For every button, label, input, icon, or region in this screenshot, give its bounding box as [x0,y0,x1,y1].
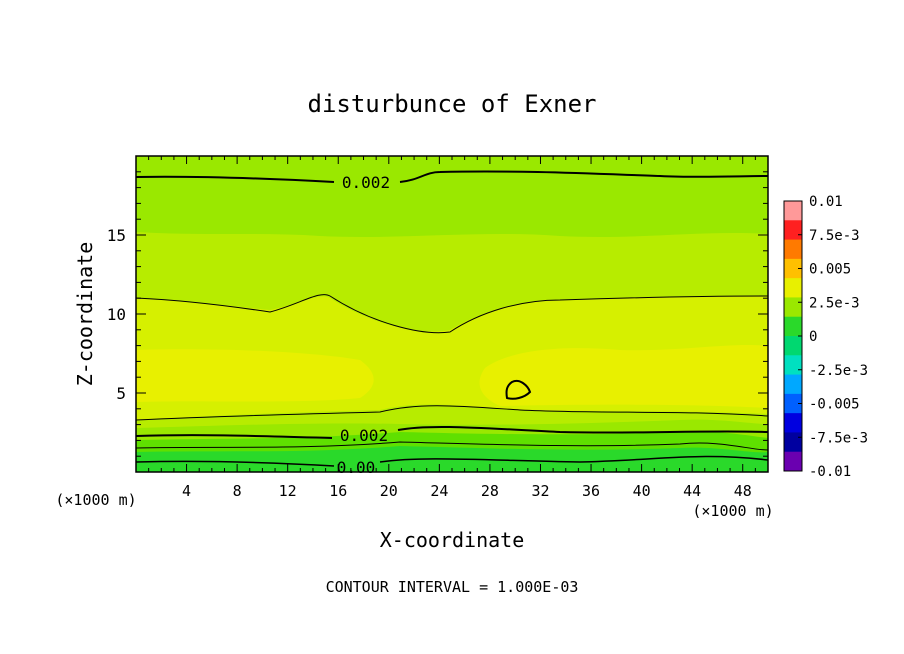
contour-low-2 [136,425,768,439]
colorbar-label: -2.5e-3 [809,363,868,379]
contour-low-1 [136,405,768,421]
band-core [136,349,374,402]
footer-text: CONTOUR INTERVAL = 1.000E-03 [326,578,579,596]
x-ticks: 4 8 12 16 20 24 28 32 36 40 44 48 [148,156,756,500]
y-tick-label: 15 [107,226,126,245]
colorbar-swatch [784,336,802,356]
colorbar-swatch [784,451,802,472]
x-tick-label: 32 [531,482,549,500]
colorbar-swatch [784,374,802,395]
contour-label-top: 0.002 [342,173,390,192]
colorbar-label: 0.01 [809,194,843,210]
x-tick-label: 20 [380,482,398,500]
x-tick-label: 48 [734,482,752,500]
x-tick-label: 24 [430,482,448,500]
colorbar-swatch [784,201,802,221]
band-core-right [479,345,768,408]
contour-top [136,170,768,183]
y-axis-label: Z-coordinate [73,242,97,387]
x-tick-label: 44 [683,482,701,500]
chart-title: disturbunce of Exner [308,90,597,118]
x-unit-right: (×1000 m) [692,502,773,520]
x-tick-label: 28 [481,482,499,500]
colorbar-labels: 0.01 7.5e-3 0.005 2.5e-3 0 -2.5e-3 -0.005 -7.5e… [798,194,868,480]
contour-mid [136,294,768,334]
colorbar-swatch [784,297,802,318]
colorbar-swatch [784,413,802,433]
colorbar-swatch [784,278,802,298]
x-tick-label: 4 [182,482,191,500]
colorbar-swatch [784,432,802,453]
colorbar-label: -0.01 [809,464,851,480]
colorbar-label: 0 [809,329,817,345]
colorbar-label: -0.005 [809,397,860,413]
colorbar-label: -7.5e-3 [809,430,868,446]
colorbar-swatch [784,258,802,279]
colorbar-swatch [784,239,802,260]
colorbar-swatch [784,316,802,337]
y-tick-label: 10 [107,305,126,324]
x-tick-label: 12 [279,482,297,500]
colorbar-label: 7.5e-3 [809,228,860,244]
plot-area [136,156,768,472]
contour-low-3 [136,441,768,451]
contour-low-4 [136,455,768,467]
x-tick-label: 40 [633,482,651,500]
x-tick-label: 8 [233,482,242,500]
colorbar-swatch [784,393,802,414]
colorbar-label: 0.005 [809,262,851,278]
colorbar-swatch [784,355,802,376]
x-tick-label: 36 [582,482,600,500]
contour-label-low: 0.002 [340,426,388,445]
colorbar-swatch [784,220,802,241]
colorbar-label: 2.5e-3 [809,295,860,311]
contour-label-bottom: 0.00 [337,458,376,477]
y-tick-label: 5 [116,384,126,403]
y-ticks: 5 10 15 [107,171,768,457]
x-unit-left: (×1000 m) [55,491,136,509]
contour-blob [505,380,532,400]
contour-lines [136,170,768,467]
x-tick-label: 16 [329,482,347,500]
x-axis-label: X-coordinate [380,528,525,552]
